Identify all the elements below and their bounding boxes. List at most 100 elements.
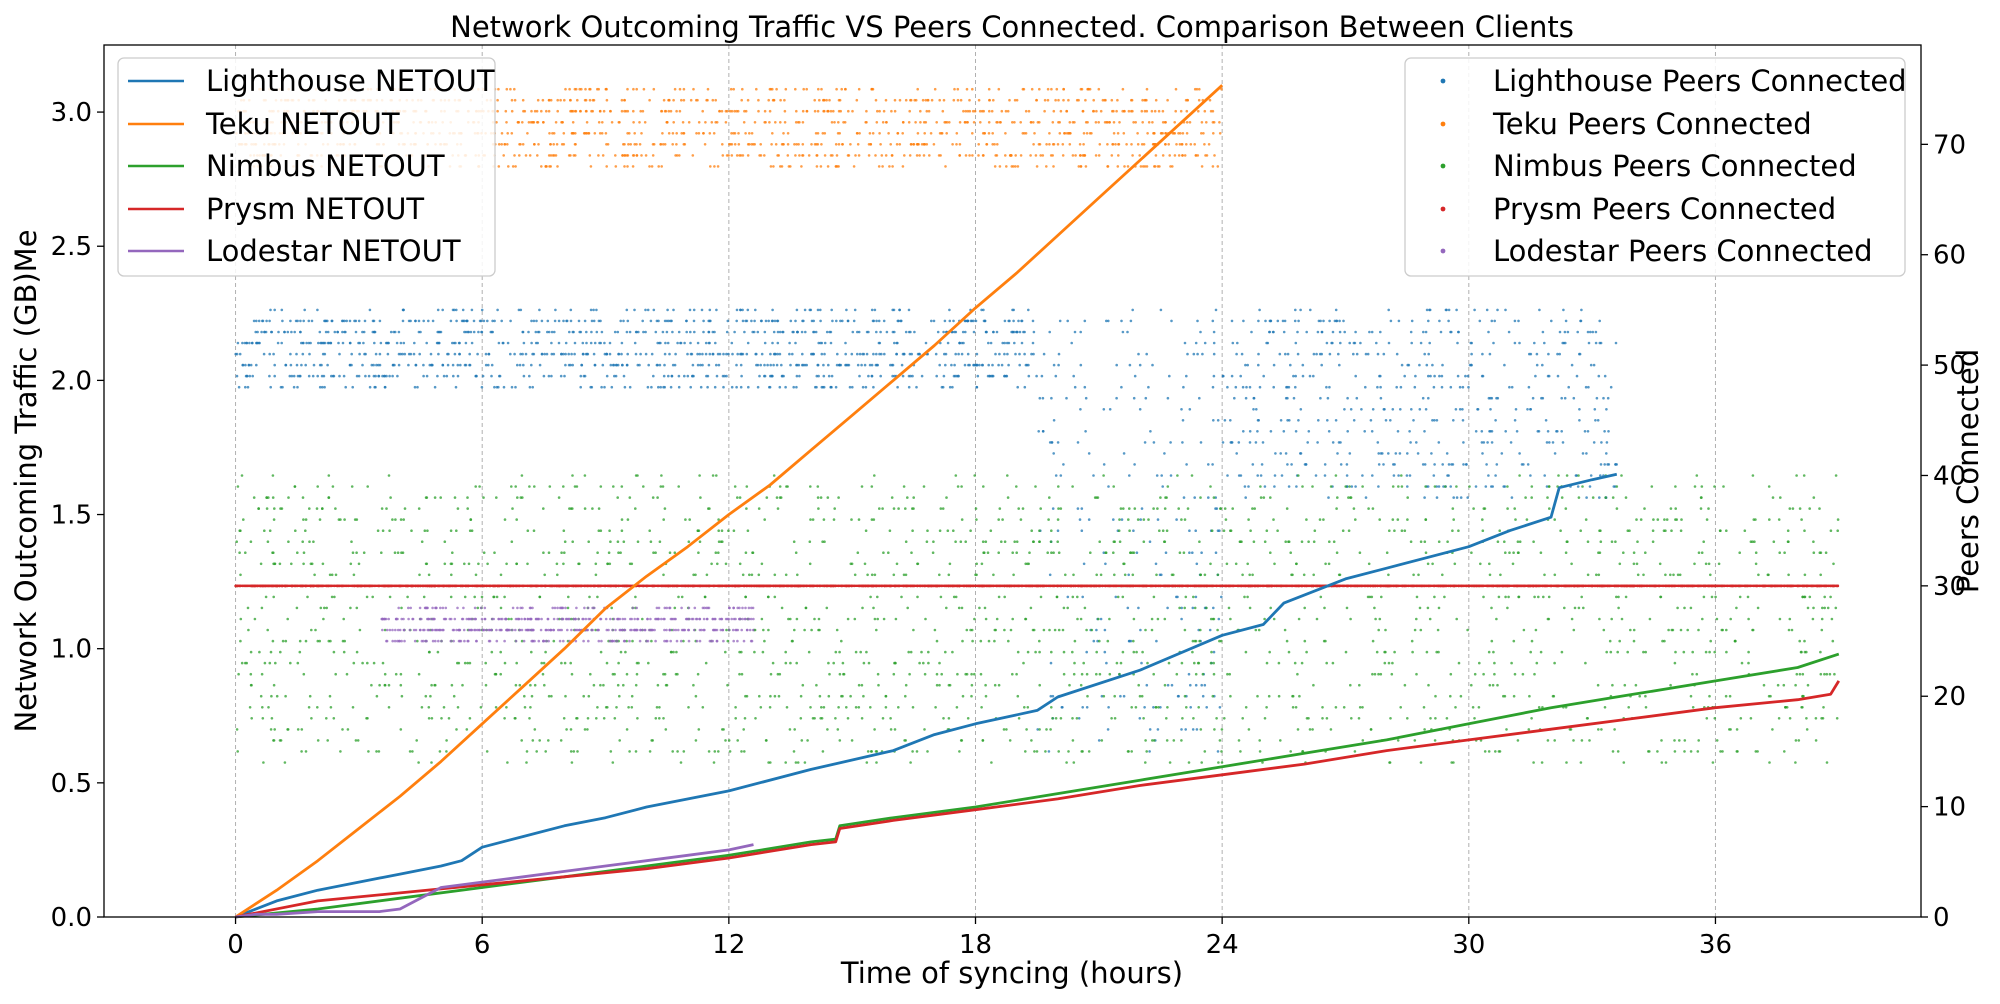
peer-point [1258, 309, 1261, 312]
peer-point [1835, 474, 1838, 477]
peer-point [1086, 695, 1089, 698]
peer-point [974, 110, 977, 113]
peer-point [871, 88, 874, 91]
peer-point [837, 706, 840, 709]
peer-point [769, 353, 772, 356]
peer-point [496, 110, 499, 113]
peer-point [1256, 430, 1259, 433]
peer-point [644, 309, 647, 312]
peer-point [641, 320, 644, 323]
peer-point [1113, 695, 1116, 698]
peer-point [891, 154, 894, 157]
peer-point [1306, 441, 1309, 444]
peer-point [1086, 132, 1089, 135]
peer-point [1156, 507, 1159, 510]
peer-point [355, 320, 358, 323]
peer-point [985, 618, 988, 621]
peer-point [938, 99, 941, 102]
peer-point [833, 518, 836, 521]
peer-point [388, 684, 391, 687]
peer-point [767, 596, 770, 599]
peer-point [334, 331, 337, 334]
peer-point [1152, 673, 1155, 676]
peer-point [306, 596, 309, 599]
peer-point [1562, 309, 1565, 312]
peer-point [987, 364, 990, 367]
peer-point [1079, 143, 1082, 146]
peer-point [334, 673, 337, 676]
peer-point [1349, 684, 1352, 687]
peer-point [674, 607, 677, 610]
peer-point [1219, 706, 1222, 709]
peer-point [1006, 474, 1009, 477]
peer-point [343, 375, 346, 378]
peer-point [1144, 629, 1147, 632]
peer-point [659, 364, 662, 367]
peer-point [371, 364, 374, 367]
peer-point [1105, 662, 1108, 665]
peer-point [1172, 574, 1175, 577]
peer-point [939, 529, 942, 532]
peer-point [895, 618, 898, 621]
peer-point [718, 364, 721, 367]
peer-point [1346, 463, 1349, 466]
peer-point [636, 673, 639, 676]
peer-point [1565, 320, 1568, 323]
peer-point [821, 353, 824, 356]
peer-point [1533, 673, 1536, 676]
peer-point [629, 143, 632, 146]
peer-point [250, 651, 253, 654]
peer-point [961, 518, 964, 521]
peer-point [339, 750, 342, 753]
peer-point [714, 750, 717, 753]
peer-point [669, 551, 672, 554]
peer-point [540, 110, 543, 113]
peer-point [617, 662, 620, 665]
peer-point [323, 375, 326, 378]
peer-point [980, 706, 983, 709]
peer-point [887, 132, 890, 135]
peer-point [1109, 673, 1112, 676]
peer-point [1489, 574, 1492, 577]
peer-point [1226, 474, 1229, 477]
peer-point [303, 673, 306, 676]
peer-point [822, 364, 825, 367]
peer-point [1610, 618, 1613, 621]
peer-point [717, 750, 720, 753]
peer-point [1532, 540, 1535, 543]
peer-point [1548, 485, 1551, 488]
peer-point [1046, 551, 1049, 554]
peer-point [1104, 563, 1107, 566]
peer-point [1179, 132, 1182, 135]
peer-point [1565, 761, 1568, 764]
peer-point [725, 121, 728, 124]
peer-point [1532, 761, 1535, 764]
peer-point [1430, 452, 1433, 455]
peer-point [250, 364, 253, 367]
peer-point [1274, 474, 1277, 477]
peer-point [1175, 143, 1178, 146]
peer-point [311, 320, 314, 323]
peer-point [1197, 110, 1200, 113]
peer-point [795, 551, 798, 554]
peer-point [542, 99, 545, 102]
peer-point [795, 662, 798, 665]
peer-point [253, 496, 256, 499]
peer-point [317, 342, 320, 345]
peer-point [1560, 430, 1563, 433]
peer-point [1335, 706, 1338, 709]
peer-point [1143, 518, 1146, 521]
peer-point [968, 364, 971, 367]
peer-point [527, 331, 530, 334]
peer-point [1527, 463, 1530, 466]
peer-point [834, 717, 837, 720]
peer-point [1241, 353, 1244, 356]
peer-point [507, 342, 510, 345]
peer-point [1039, 397, 1042, 400]
peer-point [1249, 430, 1252, 433]
peer-point [657, 165, 660, 168]
peer-point [773, 331, 776, 334]
peer-point [886, 331, 889, 334]
peer-point [776, 320, 779, 323]
